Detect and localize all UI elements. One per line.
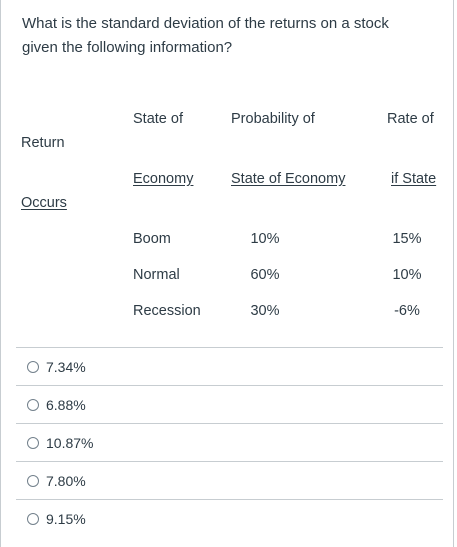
table-row-rate: -6% — [394, 303, 420, 319]
table-row-rate: 15% — [392, 231, 422, 247]
answer-option[interactable]: 7.80% — [16, 461, 443, 499]
header-rate-of: Rate of — [387, 111, 434, 127]
return-label: Return — [21, 135, 65, 151]
answer-label[interactable]: 6.88% — [46, 396, 86, 413]
table-row-state: Recession — [133, 303, 201, 319]
answer-option[interactable]: 7.34% — [16, 347, 443, 385]
header-if-state: if State — [391, 171, 437, 187]
question-line-2: given the following information? — [22, 39, 233, 56]
question-line-1: What is the standard deviation of the re… — [22, 15, 389, 32]
header-state-of: State of — [133, 111, 183, 127]
table-row-state: Normal — [133, 267, 180, 283]
header-probability-of: Probability of — [231, 111, 315, 127]
radio-button[interactable] — [27, 474, 39, 487]
radio-button[interactable] — [27, 436, 39, 449]
answer-option[interactable]: 6.88% — [16, 385, 443, 423]
table-row-prob: 10% — [250, 231, 280, 247]
table-row-rate: 10% — [392, 267, 422, 283]
answer-label[interactable]: 7.80% — [46, 472, 86, 489]
header-economy: Economy — [133, 171, 194, 187]
question-text: What is the standard deviation of the re… — [22, 12, 442, 60]
table-row-prob: 60% — [250, 267, 280, 283]
header-state-of-economy: State of Economy — [231, 171, 346, 187]
radio-button[interactable] — [27, 512, 39, 525]
answer-list: 7.34% 6.88% 10.87% 7.80% 9.15% — [16, 347, 443, 537]
answer-option[interactable]: 9.15% — [16, 499, 443, 537]
answer-label[interactable]: 7.34% — [46, 358, 86, 375]
radio-button[interactable] — [27, 360, 39, 373]
answer-option[interactable]: 10.87% — [16, 423, 443, 461]
table-row-prob: 30% — [250, 303, 280, 319]
radio-button[interactable] — [27, 398, 39, 411]
occurs-label: Occurs — [21, 195, 67, 211]
table-row-state: Boom — [133, 231, 171, 247]
answer-label[interactable]: 9.15% — [46, 510, 86, 527]
answer-label[interactable]: 10.87% — [46, 434, 94, 451]
